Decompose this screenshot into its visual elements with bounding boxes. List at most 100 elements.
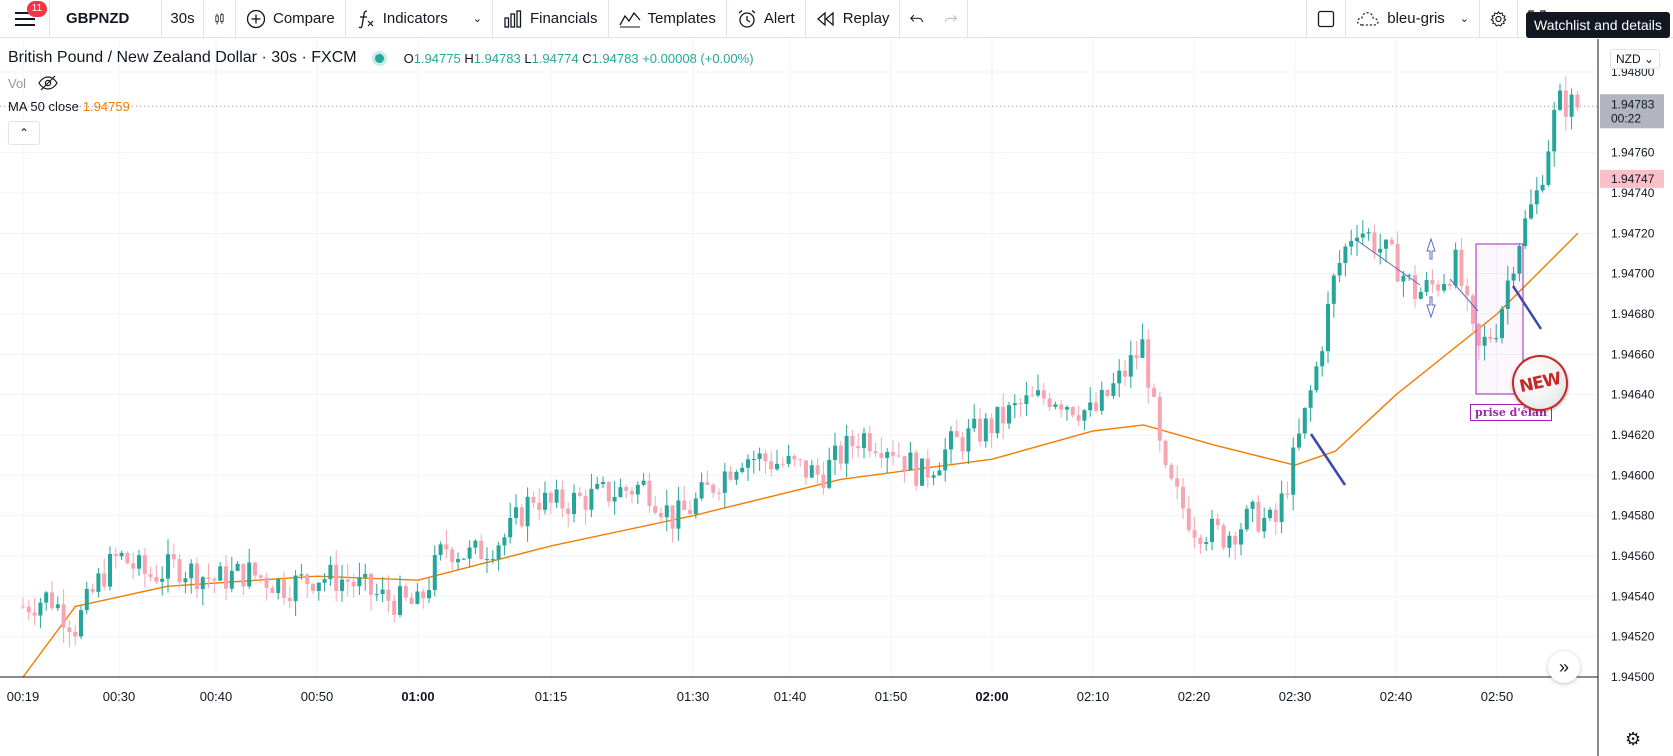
candle-body <box>206 577 211 579</box>
high-value: 1.94783 <box>473 50 521 66</box>
candle-body <box>676 500 681 529</box>
time-tick-label: 00:30 <box>103 689 136 704</box>
price-tick-label: 1.94720 <box>1611 226 1655 240</box>
candle-body <box>398 586 402 615</box>
candle-body <box>67 627 72 632</box>
candle-body <box>473 540 478 548</box>
indicators-button[interactable]: Indicators ⌄ <box>346 0 493 38</box>
candle-body <box>38 602 43 616</box>
candle-body <box>618 487 623 497</box>
interval-button[interactable]: 30s <box>162 0 204 38</box>
candle-body <box>972 418 977 429</box>
candle-body <box>1326 303 1330 352</box>
candle-body <box>32 612 37 616</box>
candle-body <box>131 563 136 569</box>
candle-body <box>1210 518 1214 543</box>
candle-body <box>1157 396 1162 441</box>
candle-body <box>734 471 739 480</box>
candle-body <box>1239 529 1243 545</box>
price-chart[interactable]: 1.948001.947601.947401.947201.947001.946… <box>0 39 1673 756</box>
candle-body <box>148 574 153 577</box>
candle-body <box>1186 508 1191 531</box>
candle-body <box>409 597 414 604</box>
fullscreen-button[interactable] <box>1518 0 1556 38</box>
symbol-search-button[interactable]: GBPNZD <box>50 0 162 38</box>
chart-type-button[interactable] <box>204 0 236 38</box>
candle-body <box>44 592 49 603</box>
price-axis-bg <box>1598 39 1673 756</box>
candle-body <box>798 459 803 461</box>
candle-body <box>577 492 582 496</box>
currency-button[interactable]: NZD ⌄ <box>1610 49 1661 69</box>
candle-body <box>1053 404 1058 407</box>
candle-body <box>1511 273 1516 281</box>
candle-body <box>647 480 652 507</box>
candle-body <box>1152 387 1156 397</box>
candle-body <box>514 507 518 518</box>
candle-body <box>1198 537 1203 544</box>
layout-select-button[interactable] <box>1306 0 1347 38</box>
candle-body <box>1105 389 1110 396</box>
undo-button[interactable] <box>900 0 934 38</box>
candle-body <box>1163 440 1168 465</box>
candle-body <box>467 547 472 559</box>
scroll-to-realtime-button[interactable]: » <box>1548 651 1580 683</box>
candle-body <box>1262 517 1267 532</box>
ma-price-label-bg <box>1600 169 1664 188</box>
axis-settings-button[interactable]: ⚙ <box>1625 729 1641 750</box>
plus-circle-icon <box>246 9 266 28</box>
market-status-dot[interactable] <box>374 53 384 63</box>
price-tick-label: 1.94540 <box>1611 589 1655 603</box>
candle-body <box>1285 493 1290 495</box>
symbol-title[interactable]: British Pound / New Zealand Dollar · 30s… <box>8 49 357 66</box>
candle-body <box>1534 190 1539 205</box>
settings-button[interactable] <box>1480 0 1518 38</box>
candle-body <box>1099 389 1104 411</box>
candle-body <box>554 489 559 503</box>
time-tick-label: 02:30 <box>1279 689 1312 704</box>
change-value: +0.00008 (+0.00%) <box>642 50 754 66</box>
alert-button[interactable]: Alert <box>727 0 806 38</box>
candle-body <box>1302 407 1307 434</box>
open-value: 1.94775 <box>413 50 461 66</box>
replay-label: Replay <box>842 10 890 27</box>
layout-name-button[interactable]: bleu-gris ⌄ <box>1346 0 1480 38</box>
candle-body <box>833 445 837 460</box>
candle-body <box>392 600 397 615</box>
main-menu-button[interactable]: 11 <box>0 0 50 38</box>
financials-button[interactable]: Financials <box>493 0 609 38</box>
candle-body <box>850 435 855 447</box>
candle-body <box>102 573 107 587</box>
candle-body <box>943 449 948 471</box>
candle-body <box>26 606 31 613</box>
candle-body <box>351 581 356 587</box>
arrow-down-marker <box>1426 237 1436 260</box>
chevron-down-icon: ⌄ <box>1459 13 1469 25</box>
candle-body <box>1227 535 1232 548</box>
thin-trend-line <box>1449 278 1479 312</box>
candle-body <box>1111 383 1116 396</box>
candles-layer <box>21 75 1580 648</box>
eye-off-icon[interactable] <box>38 75 58 91</box>
replay-button[interactable]: Replay <box>806 0 901 38</box>
templates-button[interactable]: Templates <box>609 0 727 38</box>
candle-body <box>1181 486 1185 509</box>
redo-button[interactable] <box>934 0 969 38</box>
candles-icon <box>215 12 224 24</box>
candle-body <box>751 459 756 461</box>
candle-body <box>247 562 252 587</box>
candle-body <box>1360 233 1365 238</box>
volume-legend: Vol <box>8 75 58 91</box>
candle-body <box>1117 370 1122 384</box>
candle-body <box>189 563 194 579</box>
ma-legend[interactable]: MA 50 close 1.94759 <box>8 99 130 114</box>
candle-body <box>1407 275 1412 277</box>
price-tick-label: 1.94500 <box>1611 670 1655 684</box>
candle-body <box>856 446 861 449</box>
compare-button[interactable]: Compare <box>236 0 346 38</box>
candle-body <box>1355 237 1359 241</box>
collapse-legend-button[interactable]: ⌃ <box>8 121 40 145</box>
chart-pane[interactable]: 1.94800 1.94760 1.94740 1.94720 1.94700 1.946… <box>0 39 1673 756</box>
candle-body <box>1204 542 1209 544</box>
candle-body <box>1041 390 1046 399</box>
